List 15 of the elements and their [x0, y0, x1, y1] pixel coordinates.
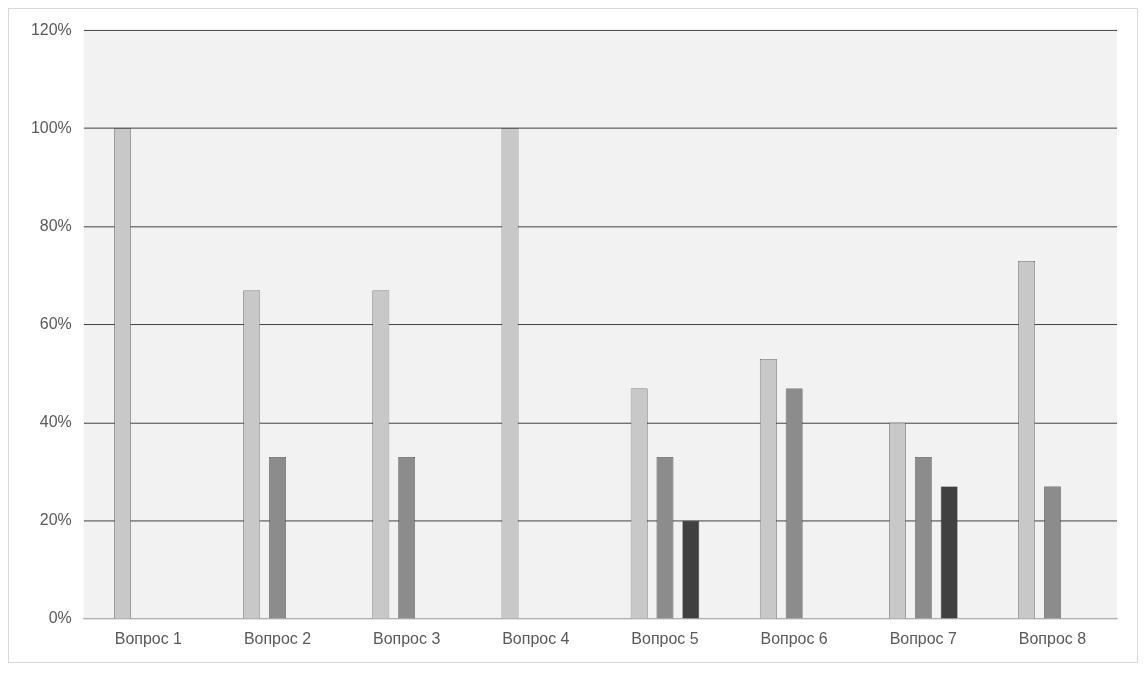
x-tick-label: Вопрос 3: [373, 629, 441, 647]
y-tick-label: 120%: [30, 20, 72, 38]
y-tick-label: 60%: [39, 315, 72, 333]
y-tick-label: 0%: [48, 609, 72, 627]
y-tick-label: 80%: [39, 217, 72, 235]
x-tick-label: Вопрос 1: [114, 629, 183, 647]
y-tick-label: 40%: [39, 413, 72, 431]
x-tick-label: Вопрос 4: [502, 629, 570, 647]
x-tick-label: Вопрос 8: [1018, 629, 1087, 647]
x-tick-label: Вопрос 7: [889, 629, 958, 647]
y-tick-label: 20%: [39, 511, 72, 529]
y-tick-label: 100%: [30, 119, 72, 136]
x-tick-label: Вопрос 5: [631, 629, 699, 647]
x-tick-label: Вопрос 6: [760, 629, 828, 647]
x-tick-label: Вопрос 2: [243, 629, 312, 647]
